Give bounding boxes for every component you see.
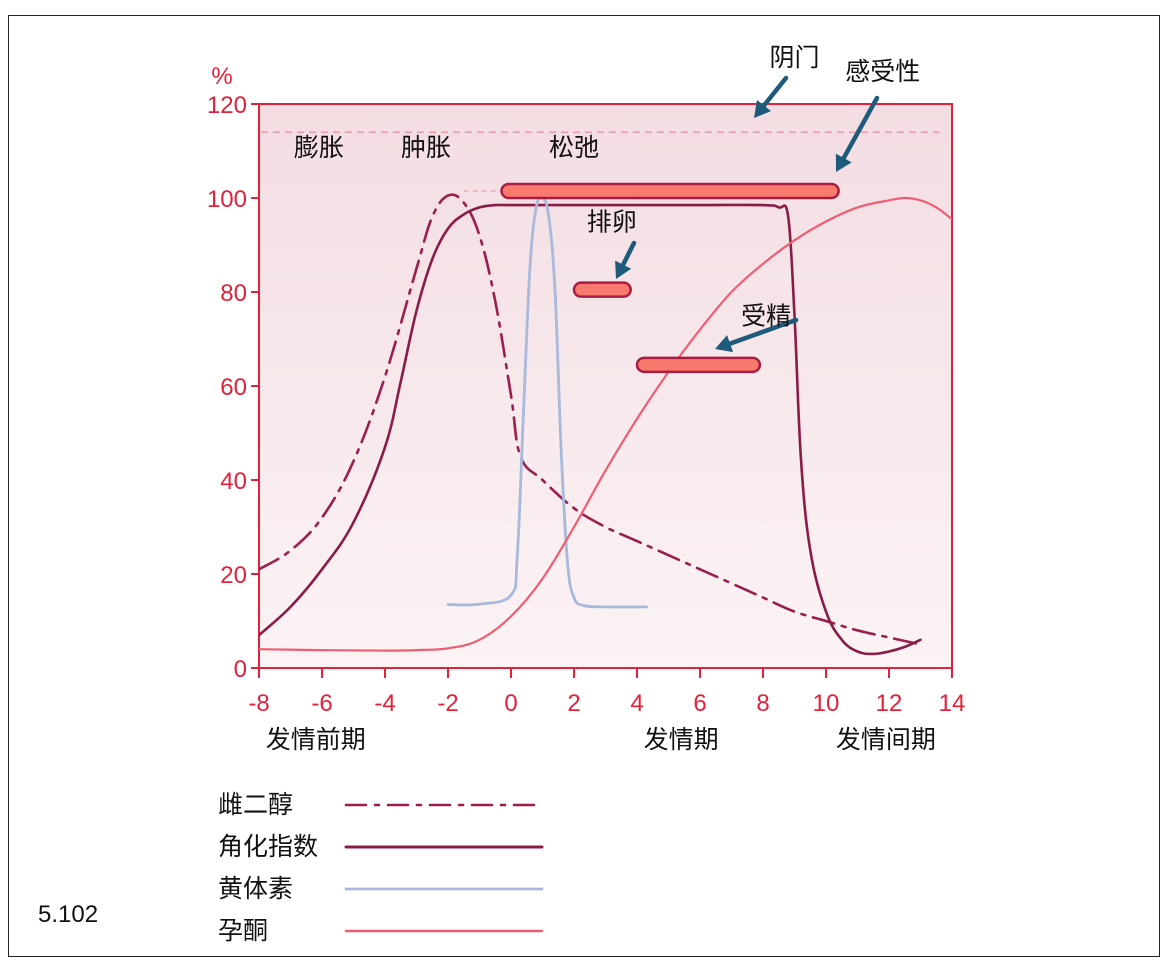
- legend-label: 孕酮: [218, 916, 268, 945]
- bar-2: [635, 356, 762, 374]
- arrow-receptivity-head: [835, 153, 852, 172]
- arrow-vulva-shaft: [761, 75, 789, 108]
- x-tick-label: 12: [876, 690, 903, 717]
- x-tick-label: -2: [437, 690, 458, 717]
- vulva-label: 膨胀: [294, 133, 344, 162]
- figure-number: 5.102: [38, 901, 98, 928]
- y-tick-label: 60: [220, 374, 247, 401]
- x-tick-label: 4: [630, 690, 643, 717]
- x-tick-label: 6: [693, 690, 706, 717]
- x-tick-label: 0: [504, 690, 517, 717]
- phase-label: 发情间期: [836, 725, 936, 754]
- legend-label: 角化指数: [218, 832, 318, 861]
- series-line-0: [259, 193, 922, 646]
- x-tick-label: -4: [374, 690, 395, 717]
- arrow-ovulation-shaft: [620, 240, 637, 267]
- x-tick-label: -8: [248, 690, 269, 717]
- x-tick-label: 2: [567, 690, 580, 717]
- x-tick-label: -6: [311, 690, 332, 717]
- y-tick-label: 0: [234, 656, 247, 683]
- arrow-ovulation-head: [615, 260, 632, 279]
- bar-1: [572, 281, 632, 298]
- arrow-receptivity-shaft: [841, 95, 880, 161]
- figure-frame: [8, 15, 1160, 957]
- vulva-label: 松弛: [549, 133, 599, 162]
- x-tick-label: 14: [939, 690, 966, 717]
- x-tick-label: 10: [813, 690, 840, 717]
- arrow-fertilization-shaft: [727, 317, 799, 346]
- legend-label: 黄体素: [218, 874, 293, 903]
- annotation-label: 排卵: [587, 208, 637, 237]
- phase-label: 发情前期: [266, 725, 366, 754]
- phase-label: 发情期: [644, 725, 719, 754]
- y-tick-label: 80: [220, 280, 247, 307]
- annotation-label: 感受性: [845, 57, 920, 86]
- legend-label: 雌二醇: [218, 790, 293, 819]
- y-tick-label: 40: [220, 468, 247, 495]
- y-axis-unit: %: [211, 63, 232, 90]
- y-tick-label: 120: [207, 92, 247, 119]
- y-tick-label: 100: [207, 186, 247, 213]
- series-line-2: [446, 195, 648, 609]
- annotation-label: 受精: [741, 302, 791, 331]
- bar-0: [500, 182, 840, 200]
- series-line-1: [259, 203, 922, 656]
- arrow-fertilization-head: [715, 335, 734, 353]
- x-tick-label: 8: [756, 690, 769, 717]
- vulva-label: 肿胀: [401, 133, 451, 162]
- arrow-vulva-head: [754, 99, 772, 118]
- annotation-label: 阴门: [769, 43, 819, 72]
- y-tick-label: 20: [220, 562, 247, 589]
